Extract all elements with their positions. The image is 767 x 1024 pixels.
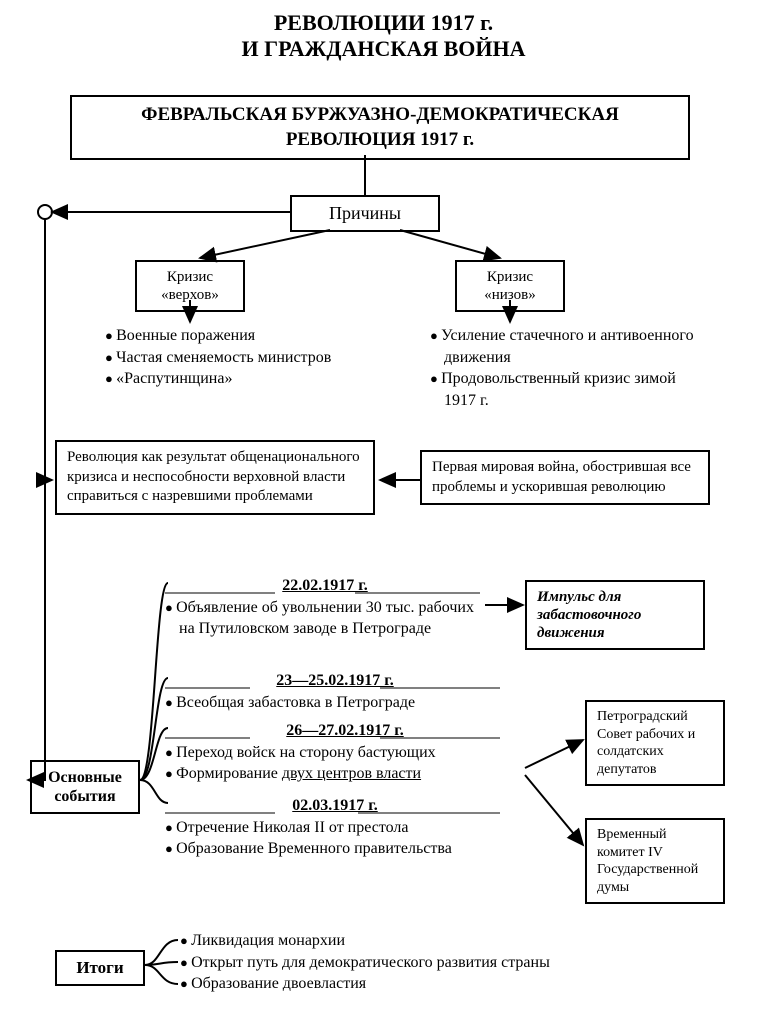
- subtitle-l2: РЕВОЛЮЦИЯ 1917 г.: [82, 128, 678, 153]
- results-list: Ликвидация монархии Открыт путь для демо…: [180, 930, 700, 995]
- e2-text: Всеобщая забастовка в Петрограде: [165, 692, 505, 714]
- top-item-1: Военные поражения: [105, 325, 365, 347]
- top-crisis-list: Военные поражения Частая сменяемость мин…: [105, 325, 365, 390]
- result-2: Открыт путь для демократического развити…: [180, 952, 700, 974]
- bottom-item-1: Усиление стачечного и антивоенного движе…: [430, 325, 700, 368]
- crisis-bottom-box: Кризис «низов»: [455, 260, 565, 312]
- result-1: Ликвидация монархии: [180, 930, 700, 952]
- events-label-box: Основные события: [30, 760, 140, 814]
- subtitle-box: ФЕВРАЛЬСКАЯ БУРЖУАЗНО-ДЕМОКРАТИЧЕСКАЯ РЕ…: [70, 95, 690, 160]
- result-3: Образование двоевластия: [180, 973, 700, 995]
- ww1-box: Первая мировая война, обострившая все пр…: [420, 450, 710, 505]
- e4-t1: Отречение Николая II от престола: [165, 817, 505, 839]
- e1-text: Объявление об увольнении 30 тыс. рабочих…: [165, 597, 485, 640]
- e3-date: 26—27.02.1917 г.: [286, 722, 403, 739]
- event-3: 26—27.02.1917 г. Переход войск на сторон…: [165, 720, 525, 785]
- impulse-box: Импульс для забастовочного движения: [525, 580, 705, 650]
- causes-box: Причины: [290, 195, 440, 232]
- title-line2: И ГРАЖДАНСКАЯ ВОЙНА: [0, 36, 767, 62]
- crisis-top-box: Кризис «верхов»: [135, 260, 245, 312]
- event-1: 22.02.1917 г. Объявление об увольнении 3…: [165, 575, 485, 640]
- e4-date: 02.03.1917 г.: [292, 797, 377, 814]
- top-item-3: «Распутинщина»: [105, 368, 365, 390]
- e3-t2: Формирование двух центров власти: [165, 763, 525, 785]
- top-item-2: Частая сменяемость министров: [105, 347, 365, 369]
- results-label-box: Итоги: [55, 950, 145, 986]
- committee-box: Временный комитет IV Государственной дум…: [585, 818, 725, 904]
- e4-t2: Образование Временного правительства: [165, 838, 505, 860]
- e3-t1: Переход войск на сторону бастующих: [165, 742, 525, 764]
- subtitle-l1: ФЕВРАЛЬСКАЯ БУРЖУАЗНО-ДЕМОКРАТИЧЕСКАЯ: [82, 103, 678, 128]
- event-4: 02.03.1917 г. Отречение Николая II от пр…: [165, 795, 505, 860]
- e2-date: 23—25.02.1917 г.: [276, 672, 393, 689]
- bottom-item-2: Продовольственный кризис зимой 1917 г.: [430, 368, 700, 411]
- bottom-crisis-list: Усиление стачечного и антивоенного движе…: [430, 325, 700, 411]
- e1-date: 22.02.1917 г.: [282, 577, 367, 594]
- title-line1: РЕВОЛЮЦИИ 1917 г.: [0, 10, 767, 36]
- result-box: Революция как результат общенациональног…: [55, 440, 375, 515]
- event-2: 23—25.02.1917 г. Всеобщая забастовка в П…: [165, 670, 505, 713]
- main-title: РЕВОЛЮЦИИ 1917 г. И ГРАЖДАНСКАЯ ВОЙНА: [0, 0, 767, 63]
- soviet-box: Петроградский Совет рабочих и солдатских…: [585, 700, 725, 786]
